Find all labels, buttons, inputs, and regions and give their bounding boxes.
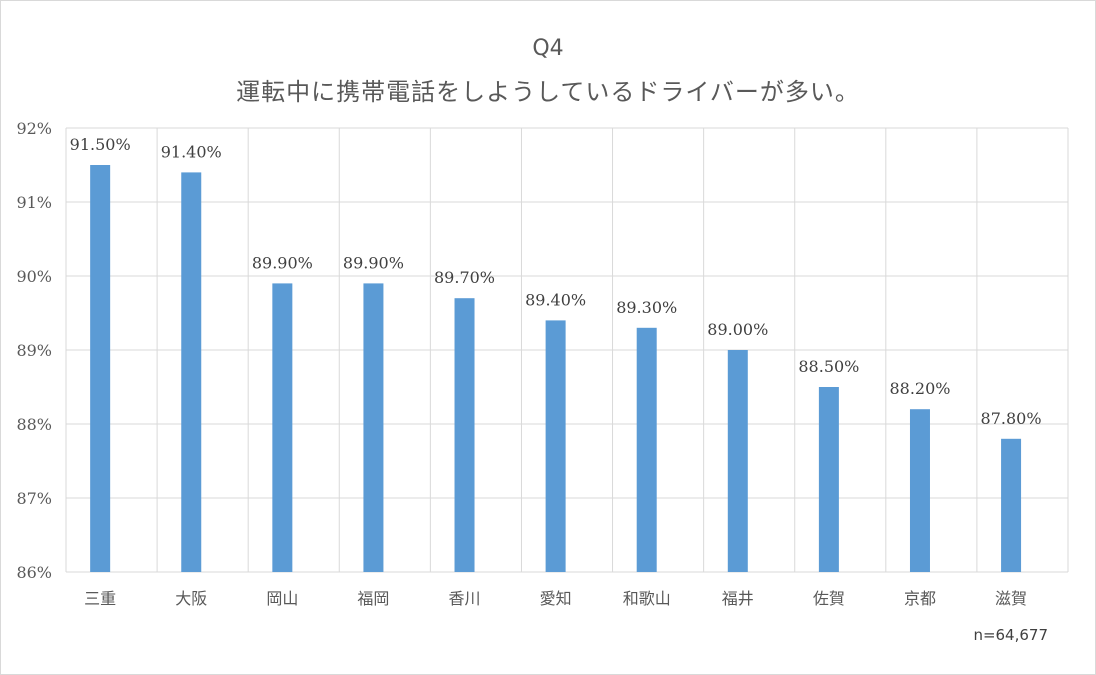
chart-title-line2: 運転中に携帯電話をしようしているドライバーが多い。 <box>236 78 860 106</box>
data-label: 89.90% <box>252 253 313 272</box>
x-tick-label: 香川 <box>449 589 481 608</box>
y-axis-ticks: 86% 87% 88% 89% 90% 91% 92% <box>16 119 52 582</box>
y-tick-label: 87% <box>16 489 52 508</box>
bar <box>454 298 475 572</box>
x-tick-label: 大阪 <box>175 589 207 608</box>
data-label: 89.40% <box>525 290 586 309</box>
grid-lines <box>65 127 1069 573</box>
x-tick-label: 滋賀 <box>995 589 1027 608</box>
bar <box>818 387 839 572</box>
data-labels: 91.50% 91.40% 89.90% 89.90% 89.70% 89.40% 89.3… <box>70 135 1042 428</box>
x-tick-label: 京都 <box>904 589 936 608</box>
y-tick-label: 88% <box>16 415 52 434</box>
bar <box>181 172 202 572</box>
x-tick-label: 三重 <box>84 589 116 608</box>
chart-title-line1: Q4 <box>532 36 564 61</box>
x-tick-label: 愛知 <box>540 589 572 608</box>
data-label: 89.30% <box>616 298 677 317</box>
bar <box>363 283 384 572</box>
sample-size-note: n=64,677 <box>973 626 1048 644</box>
data-label: 89.00% <box>707 320 768 339</box>
x-tick-label: 佐賀 <box>813 589 845 608</box>
x-tick-label: 福井 <box>722 589 754 608</box>
data-label: 91.40% <box>161 142 222 161</box>
y-tick-label: 89% <box>16 341 52 360</box>
x-tick-label: 和歌山 <box>623 589 671 608</box>
y-tick-label: 92% <box>16 119 52 138</box>
data-label: 89.70% <box>434 268 495 287</box>
bar <box>636 327 657 572</box>
x-axis-ticks: 三重 大阪 岡山 福岡 香川 愛知 和歌山 福井 佐賀 京都 滋賀 <box>84 589 1027 608</box>
x-tick-label: 岡山 <box>266 589 298 608</box>
bar <box>545 320 566 572</box>
data-label: 87.80% <box>981 409 1042 428</box>
bar <box>727 350 748 572</box>
bar <box>909 409 930 572</box>
data-label: 89.90% <box>343 253 404 272</box>
bar <box>1001 438 1022 572</box>
data-label: 91.50% <box>70 135 131 154</box>
data-label: 88.20% <box>889 379 950 398</box>
bars <box>90 165 1022 572</box>
x-tick-label: 福岡 <box>357 589 389 608</box>
bar <box>272 283 293 572</box>
data-label: 88.50% <box>798 357 859 376</box>
y-tick-label: 86% <box>16 563 52 582</box>
y-tick-label: 91% <box>16 193 52 212</box>
y-tick-label: 90% <box>16 267 52 286</box>
bar <box>90 165 111 572</box>
